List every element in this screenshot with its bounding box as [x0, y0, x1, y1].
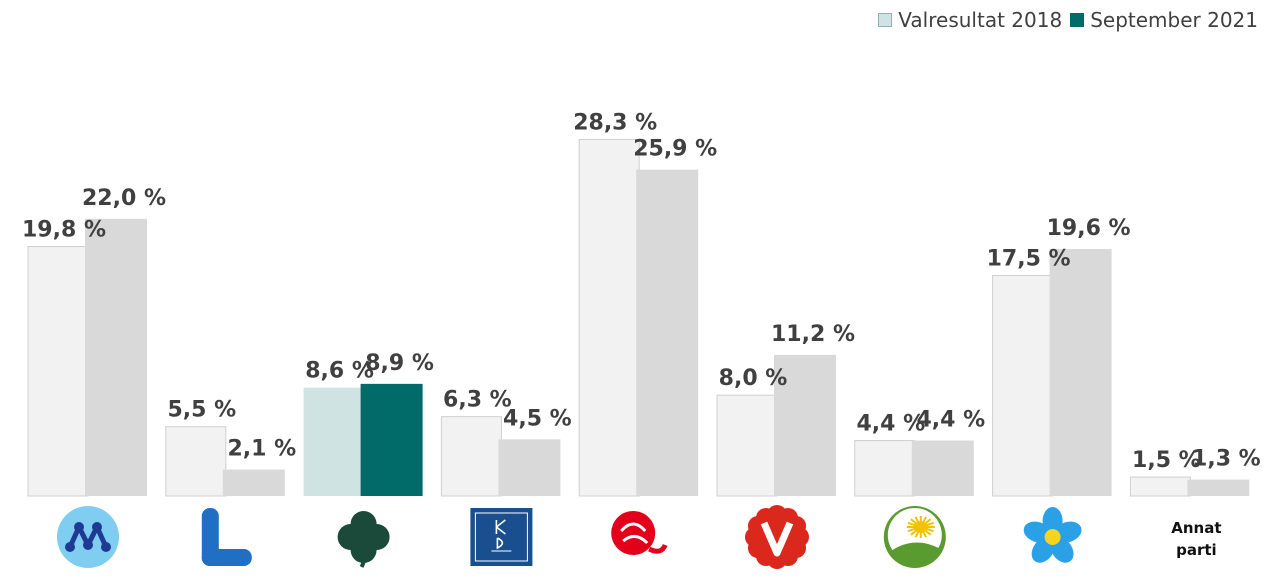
moderaterna-logo-icon [57, 506, 119, 568]
data-label-2018-mp: 4,4 % [856, 412, 925, 437]
legend-swatch-2021 [1070, 13, 1085, 27]
bar-2021-l [222, 469, 285, 496]
category-label-other-line-2: parti [1176, 541, 1217, 559]
bar-2021-s [636, 169, 699, 496]
bar-2021-annat-parti [1187, 479, 1250, 496]
bar-2021-m [85, 218, 147, 497]
data-label-2018-v: 8,0 % [719, 366, 788, 391]
bar-2021-c [360, 383, 423, 496]
bar-2018-sd [992, 275, 1054, 497]
bar-2018-kd [440, 416, 502, 497]
bar-2021-kd [498, 439, 561, 496]
data-label-2018-kd: 6,3 % [443, 388, 512, 413]
legend-label-2021: September 2021 [1090, 8, 1258, 32]
bar-2018-mp [854, 440, 916, 497]
vansterpartiet-logo-icon [745, 505, 809, 569]
data-label-2021-l: 2,1 % [227, 437, 296, 462]
data-label-2021-v: 11,2 % [771, 322, 855, 347]
legend-swatch-2018 [878, 13, 893, 27]
data-label-2018-c: 8,6 % [305, 359, 374, 384]
liberalerna-logo-icon [201, 508, 252, 566]
data-label-2021-m: 22,0 % [82, 186, 166, 211]
kristdemokraterna-logo-icon [470, 508, 533, 566]
bar-2021-v [774, 354, 836, 496]
bar-2018-c [303, 387, 364, 496]
bar-2021-sd [1049, 249, 1112, 496]
legend-label-2018: Valresultat 2018 [898, 8, 1063, 32]
bar-2018-v [716, 394, 778, 497]
bar-2018-s [578, 138, 640, 497]
legend: Valresultat 2018 September 2021 [870, 8, 1258, 32]
bar-2018-annat-parti [1129, 476, 1191, 497]
data-label-2018-s: 28,3 % [573, 110, 657, 135]
category-label-other-line-1: Annat [1171, 519, 1221, 537]
data-label-2021-c: 8,9 % [365, 351, 434, 376]
socialdemokraterna-rose-icon [611, 511, 668, 555]
bar-2018-l [165, 426, 227, 497]
data-label-2021-s: 25,9 % [633, 137, 717, 162]
data-label-2021-annat-parti: 1,3 % [1192, 447, 1261, 472]
sverigedemokraterna-flower-icon [1023, 507, 1082, 563]
data-label-2021-mp: 4,4 % [916, 408, 985, 433]
legend-item-2021: September 2021 [1070, 8, 1258, 32]
data-label-2018-sd: 17,5 % [987, 247, 1071, 272]
miljopartiet-dandelion-icon [883, 506, 946, 568]
legend-item-2018: Valresultat 2018 [878, 8, 1062, 32]
data-label-2018-m: 19,8 % [22, 218, 106, 243]
data-label-2018-annat-parti: 1,5 % [1132, 448, 1201, 473]
data-label-2018-l: 5,5 % [167, 398, 236, 423]
bar-2018-m [27, 246, 89, 497]
data-label-2021-sd: 19,6 % [1047, 216, 1131, 241]
bar-2021-mp [911, 440, 974, 496]
data-label-2021-kd: 4,5 % [503, 406, 572, 431]
centerpartiet-clover-icon [337, 511, 390, 568]
